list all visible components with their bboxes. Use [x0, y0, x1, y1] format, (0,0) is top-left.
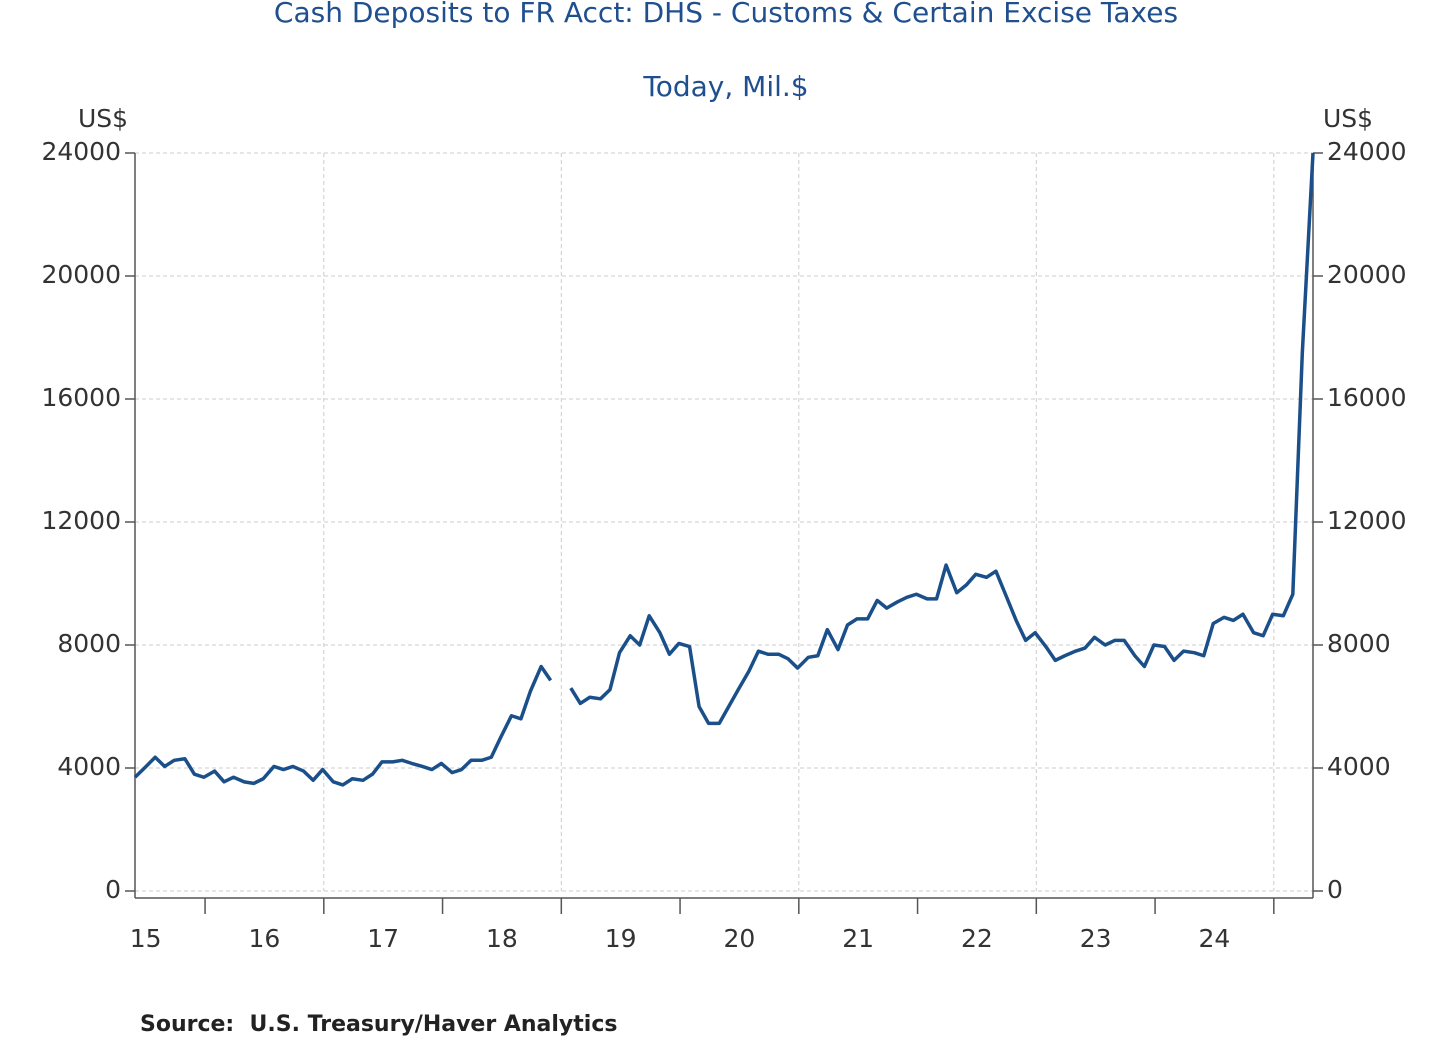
- x-tick-label: 16: [249, 924, 281, 953]
- y-tick-label: 0: [105, 875, 121, 904]
- y-tick-label: 16000: [41, 383, 121, 412]
- series-line: [133, 664, 553, 787]
- y2-tick-label: 0: [1327, 875, 1343, 904]
- y-axis-label: US$: [78, 104, 128, 133]
- x-tick-label: 20: [724, 924, 756, 953]
- x-tick-label: 19: [605, 924, 637, 953]
- x-tick-label: 17: [367, 924, 399, 953]
- y-tick-label: 20000: [41, 260, 121, 289]
- source: Source: U.S. Treasury/Haver Analytics: [140, 1012, 617, 1037]
- y-tick-label: 8000: [57, 629, 121, 658]
- chart-subtitle: Today, Mil.$: [642, 70, 808, 103]
- y2-tick-label: 4000: [1327, 752, 1391, 781]
- chart-title: Cash Deposits to FR Acct: DHS - Customs …: [274, 0, 1178, 29]
- series-line: [569, 152, 1315, 726]
- x-tick-label: 23: [1080, 924, 1112, 953]
- x-tick-label: 22: [961, 924, 993, 953]
- x-tick-label: 18: [486, 924, 518, 953]
- y2-axis-label: US$: [1323, 104, 1373, 133]
- y-tick-label: 24000: [41, 137, 121, 166]
- x-tick-label: 24: [1199, 924, 1231, 953]
- y2-tick-label: 12000: [1327, 506, 1407, 535]
- x-tick-label: 21: [842, 924, 874, 953]
- y2-tick-label: 24000: [1327, 137, 1407, 166]
- y2-tick-label: 20000: [1327, 260, 1407, 289]
- y-tick-label: 12000: [41, 506, 121, 535]
- x-tick-label: 15: [130, 924, 162, 953]
- y-tick-label: 4000: [57, 752, 121, 781]
- y2-tick-label: 8000: [1327, 629, 1391, 658]
- y2-tick-label: 16000: [1327, 383, 1407, 412]
